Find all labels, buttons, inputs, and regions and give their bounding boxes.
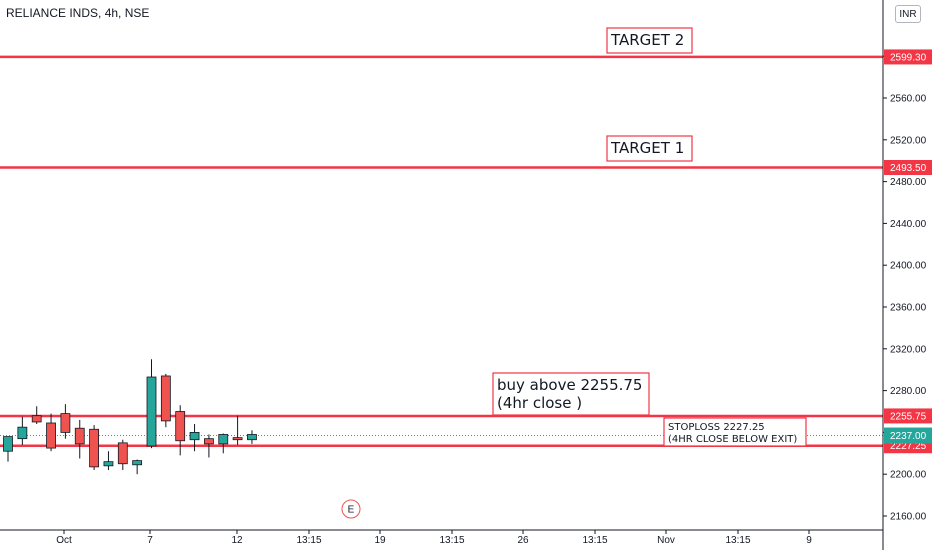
y-tick-label: 2320.00 xyxy=(890,344,927,355)
current-price-badge xyxy=(884,427,932,444)
buy-above-label-box xyxy=(492,372,650,416)
candle-body xyxy=(146,376,157,447)
level-price-badge xyxy=(884,159,932,175)
candle xyxy=(175,405,186,456)
current-price-label: 2237.00 xyxy=(890,431,927,442)
target-1-label-text: TARGET 1 xyxy=(610,139,684,157)
y-tick-label: 2520.00 xyxy=(890,135,927,146)
candle-body xyxy=(89,428,99,468)
candle-body xyxy=(247,434,257,441)
buy-above-label-text: (4hr close ) xyxy=(497,394,582,412)
candle xyxy=(74,419,85,459)
x-tick-label: 26 xyxy=(517,535,529,546)
candle xyxy=(218,433,229,454)
stoploss-label-box xyxy=(663,417,807,447)
level-lines xyxy=(0,55,883,447)
x-tick-label: Oct xyxy=(56,535,72,546)
candle-body xyxy=(117,442,128,465)
candle-body xyxy=(60,413,71,433)
y-tick-label: 2200.00 xyxy=(890,470,927,481)
candle xyxy=(189,424,200,452)
y-tick-label: 2160.00 xyxy=(890,512,927,523)
target-2-label-box xyxy=(606,27,693,54)
y-tick-label: 2560.00 xyxy=(890,94,927,105)
candle-body xyxy=(203,438,214,445)
candle xyxy=(247,430,257,444)
x-tick-label: 9 xyxy=(806,535,812,546)
candle xyxy=(203,434,214,458)
y-tick-label: 2360.00 xyxy=(890,303,927,314)
candle xyxy=(31,406,42,425)
x-tick-label: 19 xyxy=(374,535,386,546)
stoploss-label: STOPLOSS 2227.25(4HR CLOSE BELOW EXIT) xyxy=(663,417,807,447)
level-price-label: 2493.50 xyxy=(890,163,927,174)
target-2-label-text: TARGET 2 xyxy=(610,31,684,49)
candle xyxy=(160,373,171,428)
target-1-label: TARGET 1 xyxy=(606,135,693,162)
currency-button[interactable]: INR xyxy=(895,5,921,23)
candle-body xyxy=(160,375,171,422)
level-price-badge xyxy=(884,408,932,424)
event-markers: E xyxy=(341,499,361,519)
annotations: TARGET 2 TARGET 1 buy above 2255.75(4hr cl… xyxy=(492,27,807,447)
price-axis: 2160.002200.002240.002280.002320.002360.… xyxy=(882,0,932,550)
event-circle xyxy=(341,499,361,519)
candle-body xyxy=(17,426,28,440)
level-price-badge xyxy=(884,49,932,65)
stoploss-label-text: (4HR CLOSE BELOW EXIT) xyxy=(668,434,797,445)
x-tick-label: 13:15 xyxy=(725,535,750,546)
candle xyxy=(46,413,56,452)
candle xyxy=(60,404,71,439)
x-tick-label: 12 xyxy=(231,535,243,546)
level-price-label: 2599.30 xyxy=(890,52,927,63)
candle xyxy=(103,451,114,471)
candle xyxy=(232,415,243,445)
candle-body xyxy=(46,422,56,449)
stoploss-label-text: STOPLOSS 2227.25 xyxy=(668,422,765,433)
x-tick-label: 13:15 xyxy=(296,535,321,546)
candle-body xyxy=(3,436,13,452)
x-tick-label: 13:15 xyxy=(582,535,607,546)
candle-body xyxy=(189,431,200,441)
candle-body xyxy=(31,415,42,423)
candle xyxy=(3,436,13,462)
target-2-label: TARGET 2 xyxy=(606,27,693,54)
time-axis: Oct 7 12 13:15 19 13:15 26 13:15 Nov 13:15 9 xyxy=(0,529,883,546)
x-tick-label: Nov xyxy=(657,535,675,546)
y-tick-label: 2280.00 xyxy=(890,386,927,397)
earnings-event-marker: E xyxy=(341,499,361,519)
candle-body xyxy=(132,460,143,466)
x-tick-label: 13:15 xyxy=(439,535,464,546)
event-label: E xyxy=(348,505,355,516)
buy-above-label-text: buy above 2255.75 xyxy=(497,376,642,394)
symbol-title: RELIANCE INDS, 4h, NSE xyxy=(6,6,150,20)
candle xyxy=(117,439,128,471)
candle-body xyxy=(74,427,85,445)
candles xyxy=(3,359,257,475)
y-tick-label: 2440.00 xyxy=(890,219,927,230)
y-tick-label: 2400.00 xyxy=(890,261,927,272)
candle-body xyxy=(175,411,186,442)
candle xyxy=(17,416,28,445)
buy-above-label: buy above 2255.75(4hr close ) xyxy=(492,372,650,416)
candle xyxy=(89,425,99,471)
level-price-label: 2227.25 xyxy=(890,441,927,452)
candle-body xyxy=(232,437,243,441)
y-tick-label: 2480.00 xyxy=(890,177,927,188)
candle xyxy=(146,359,157,449)
candle-body xyxy=(103,461,114,467)
target-1-label-box xyxy=(606,135,693,162)
candle xyxy=(132,459,143,475)
level-price-label: 2255.75 xyxy=(890,411,927,422)
candle-body xyxy=(218,434,229,445)
x-tick-label: 7 xyxy=(147,535,153,546)
